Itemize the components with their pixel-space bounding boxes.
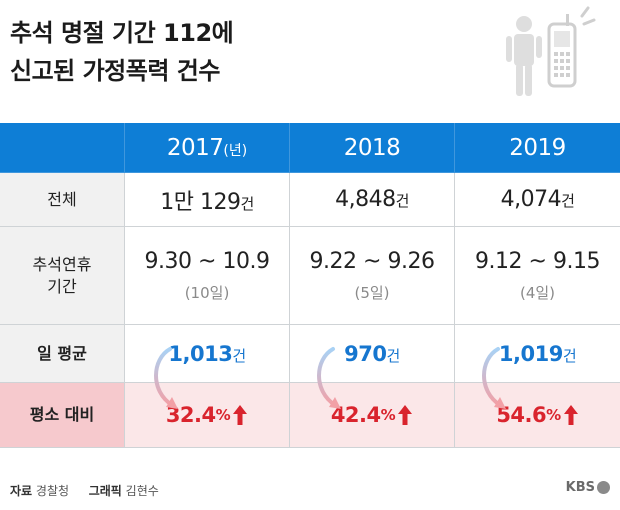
daily-avg-2019: 1,019건 <box>455 325 620 383</box>
title-line-1: 추석 명절 기간 112에 <box>10 19 234 47</box>
total-2018: 4,848건 <box>290 173 455 227</box>
arrow-up-icon <box>233 405 248 425</box>
daily-avg-2018: 970건 <box>290 325 455 383</box>
row-label-period: 추석연휴 기간 <box>0 227 125 325</box>
header-corner <box>0 123 125 173</box>
row-label-vs-normal: 평소 대비 <box>0 383 125 448</box>
arrow-up-icon <box>398 405 413 425</box>
vs-normal-2017: 32.4% <box>125 383 290 448</box>
daily-avg-2017: 1,013건 <box>125 325 290 383</box>
period-2019: 9.12 ~ 9.15 (4일) <box>455 227 620 325</box>
kbs-logo: KBS <box>566 480 610 495</box>
stats-table: 2017(년) 2018 2019 전체 1만 129건 4,848건 4,07… <box>0 123 620 448</box>
title-line-2: 신고된 가정폭력 건수 <box>10 57 220 85</box>
total-2019: 4,074건 <box>455 173 620 227</box>
person-phone-icon <box>506 6 596 96</box>
vs-normal-2019: 54.6% <box>455 383 620 448</box>
vs-normal-2018: 42.4% <box>290 383 455 448</box>
credits: 자료 경찰청 그래픽 김현수 <box>10 484 159 498</box>
row-label-total: 전체 <box>0 173 125 227</box>
header-year-2017: 2017(년) <box>125 123 290 173</box>
logo-circle-icon <box>597 481 610 494</box>
total-2017: 1만 129건 <box>125 173 290 227</box>
header-year-2018: 2018 <box>290 123 455 173</box>
header-year-2019: 2019 <box>455 123 620 173</box>
page-title: 추석 명절 기간 112에 신고된 가정폭력 건수 <box>10 14 234 90</box>
row-label-daily-avg: 일 평균 <box>0 325 125 383</box>
arrow-up-icon <box>563 405 578 425</box>
period-2018: 9.22 ~ 9.26 (5일) <box>290 227 455 325</box>
period-2017: 9.30 ~ 10.9 (10일) <box>125 227 290 325</box>
